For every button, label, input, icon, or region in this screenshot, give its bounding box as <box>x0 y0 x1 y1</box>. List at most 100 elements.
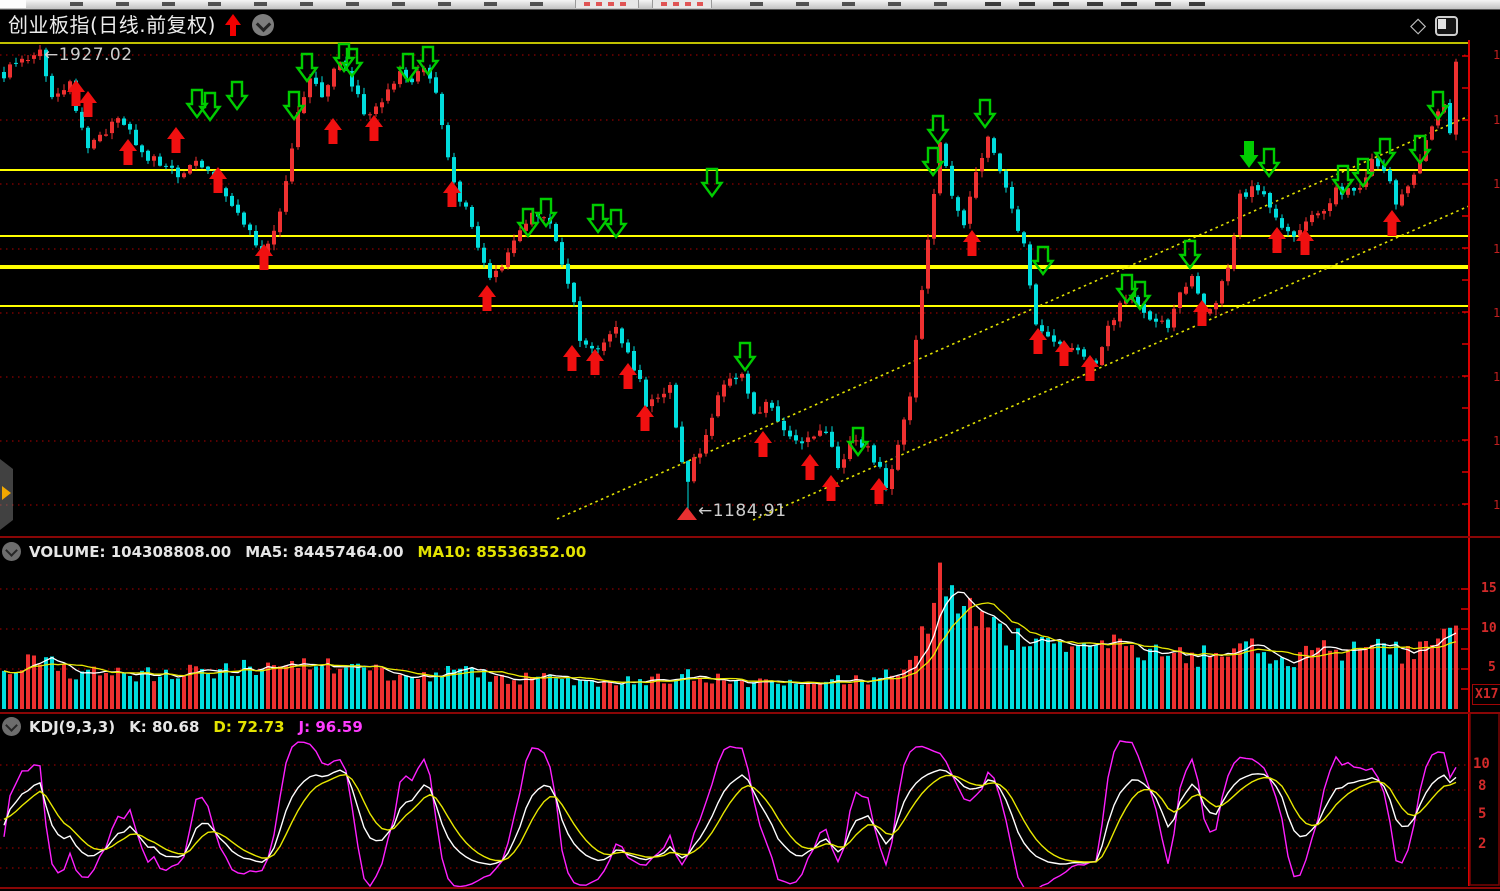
volume-value: 104308808.00 <box>110 542 232 561</box>
peak-price-annotation: ←1927.02 <box>44 45 133 65</box>
j-value: 96.59 <box>315 717 363 736</box>
sell-signal-arrow <box>1373 137 1397 169</box>
menu-bar[interactable] <box>0 0 1500 10</box>
volume-panel-header: VOLUME: 104308808.00 MA5: 84457464.00 MA… <box>2 542 600 561</box>
buy-signal-arrow <box>1383 210 1401 236</box>
d-value: 72.73 <box>237 717 285 736</box>
buy-signal-arrow <box>870 478 888 504</box>
buy-signal-arrow <box>754 431 772 457</box>
sell-signal-arrow <box>1408 134 1432 166</box>
buy-signal-arrow <box>1055 340 1073 366</box>
buy-signal-arrow <box>365 115 383 141</box>
sell-signal-arrow <box>516 207 540 239</box>
menu-logo-fragment <box>0 0 26 8</box>
ma5-label: MA5: <box>245 542 289 561</box>
chevron-down-icon <box>255 16 272 33</box>
svg-text:1: 1 <box>1493 434 1500 448</box>
menu-text-fragment <box>70 2 560 6</box>
buy-signal-arrow <box>167 127 185 153</box>
volume-axis-label: 10 <box>1481 621 1497 636</box>
low-marker-triangle <box>677 507 697 520</box>
volume-label: VOLUME: <box>29 542 106 561</box>
sell-signal-arrow <box>846 426 870 458</box>
sell-signal-arrow <box>1426 90 1450 122</box>
volume-collapse-button[interactable] <box>2 542 21 561</box>
buy-signal-arrow <box>563 345 581 371</box>
buy-signal-arrow <box>67 80 85 106</box>
svg-text:1: 1 <box>1493 48 1500 62</box>
buy-signal-arrow <box>1296 229 1314 255</box>
sell-signal-arrow <box>1128 280 1152 312</box>
low-price-annotation: ←1184.91 <box>698 501 787 521</box>
collapse-chevron-button[interactable] <box>251 14 274 36</box>
sell-signal-arrow <box>534 197 558 229</box>
sell-signal-arrow <box>396 52 420 84</box>
sell-signal-arrow <box>225 80 249 112</box>
buy-signal-arrow <box>1081 355 1099 381</box>
buy-signal-arrow <box>636 405 654 431</box>
sell-signal-arrow <box>340 47 364 79</box>
symbol-title: 创业板指(日线.前复权) <box>8 13 216 37</box>
buy-signal-arrow <box>255 244 273 270</box>
sell-signal-arrow <box>1331 164 1355 196</box>
buy-signal-arrow <box>822 475 840 501</box>
buy-signal-arrow <box>443 181 461 207</box>
buy-signal-arrow <box>1193 300 1211 326</box>
svg-text:1: 1 <box>1493 242 1500 256</box>
buy-signal-arrow <box>619 363 637 389</box>
sell-signal-arrow <box>1178 239 1202 271</box>
buy-signal-arrow <box>79 91 97 117</box>
diamond-icon[interactable]: ◇ <box>1410 13 1427 37</box>
buy-signal-arrow <box>801 454 819 480</box>
buy-signal-arrow <box>478 285 496 311</box>
buy-signal-arrow <box>963 230 981 256</box>
sell-signal-arrow <box>416 45 440 77</box>
buy-signal-arrow <box>209 167 227 193</box>
buy-signal-arrow <box>1029 328 1047 354</box>
svg-text:1: 1 <box>1493 113 1500 127</box>
sell-signal-arrow <box>1031 245 1055 277</box>
ma10-value: 85536352.00 <box>476 542 587 561</box>
d-label: D: <box>213 717 232 736</box>
menu-text-fragment <box>750 2 960 6</box>
chart-title-bar: 创业板指(日线.前复权) <box>8 11 274 39</box>
sell-signal-arrow <box>926 114 950 146</box>
kdj-axis-label: 8 <box>1478 778 1487 794</box>
sell-signal-arrow <box>700 167 724 199</box>
svg-text:1: 1 <box>1493 370 1500 384</box>
kdj-axis-label: 5 <box>1478 806 1487 822</box>
sell-signal-arrow <box>604 208 628 240</box>
buy-signal-arrow <box>1268 227 1286 253</box>
sidebar-expand-handle[interactable] <box>0 459 13 530</box>
sell-signal-arrow <box>921 146 945 178</box>
kdj-axis-label: 10 <box>1473 756 1490 772</box>
kdj-axis-label: 2 <box>1478 836 1487 852</box>
sell-signal-arrow <box>733 341 757 373</box>
sell-signal-arrow-solid <box>1239 141 1259 168</box>
menu-button-red-2[interactable] <box>652 0 712 8</box>
buy-signal-arrow <box>324 118 342 144</box>
kdj-panel-header: KDJ(9,3,3) K: 80.68 D: 72.73 J: 96.59 <box>2 717 377 736</box>
menu-button-red-1[interactable] <box>575 0 639 8</box>
chevron-down-icon <box>5 719 18 732</box>
expand-arrow-icon <box>2 486 11 500</box>
sell-signal-arrow <box>332 42 356 74</box>
volume-axis-label: 15 <box>1481 581 1497 596</box>
sell-signal-arrow <box>198 91 222 123</box>
layout-split-icon[interactable] <box>1435 15 1459 36</box>
ma10-label: MA10: <box>417 542 471 561</box>
buy-signal-arrow <box>119 139 137 165</box>
kdj-indicator-label: KDJ(9,3,3) <box>29 717 116 736</box>
kdj-collapse-button[interactable] <box>2 717 21 736</box>
j-label: J: <box>298 717 311 736</box>
trend-up-icon <box>224 13 242 37</box>
sell-signal-arrow <box>282 90 306 122</box>
window-title-fragment <box>985 2 1210 6</box>
sell-signal-arrow <box>586 203 610 235</box>
ma5-value: 84457464.00 <box>293 542 404 561</box>
buy-signal-arrow <box>586 349 604 375</box>
sell-signal-arrow <box>295 52 319 84</box>
k-value: 80.68 <box>151 717 200 736</box>
